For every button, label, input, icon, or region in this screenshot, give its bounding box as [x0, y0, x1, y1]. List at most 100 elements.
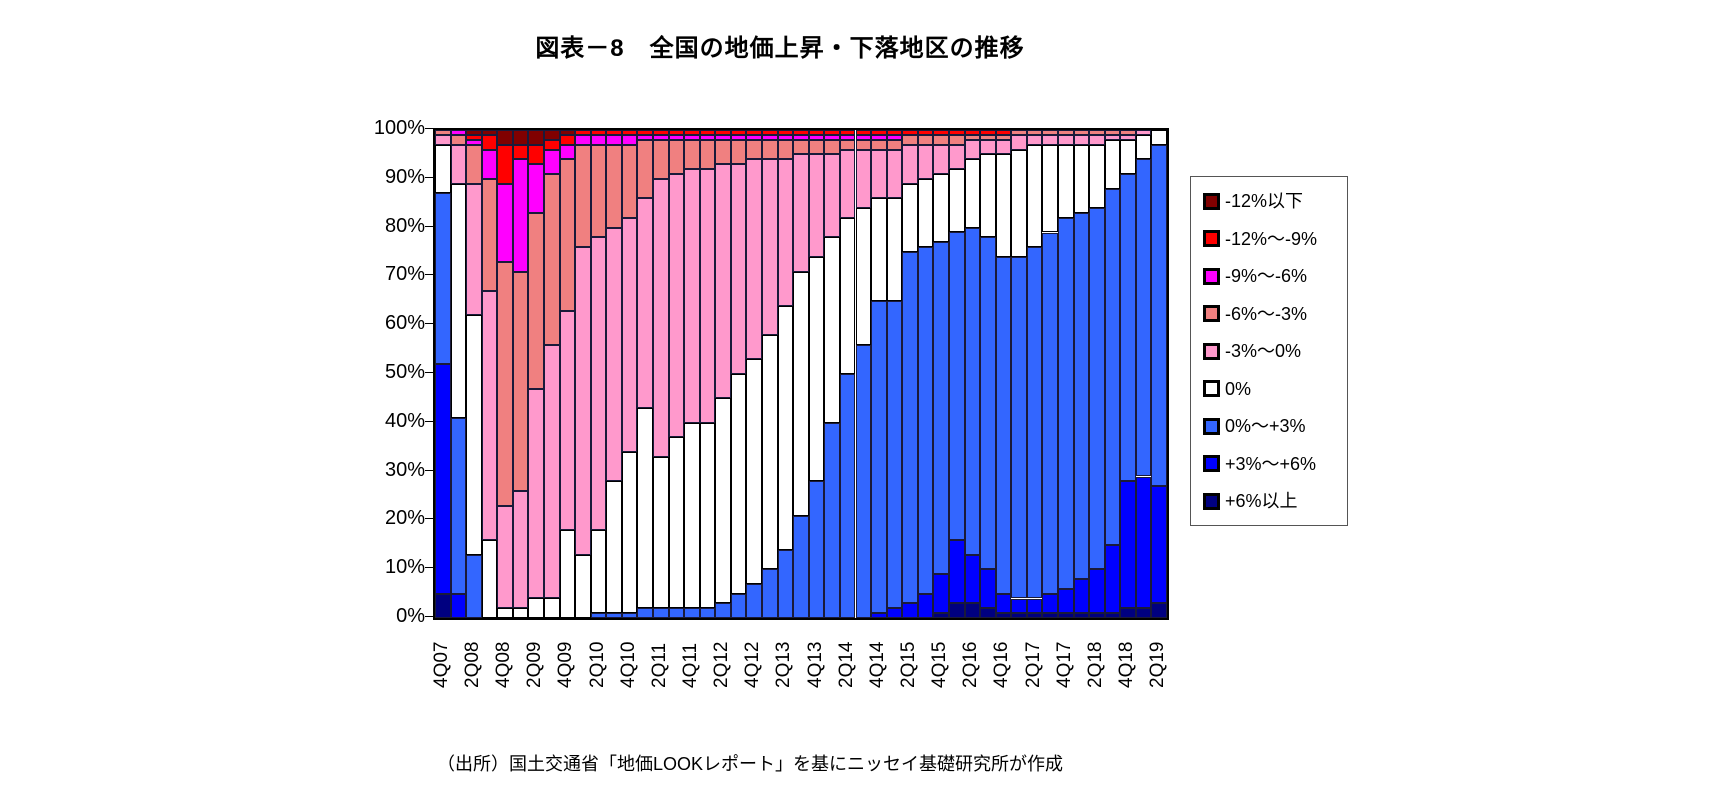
legend-item: 0%: [1203, 379, 1337, 399]
bar-segment: [762, 130, 778, 135]
y-tick-label: 80%: [384, 214, 425, 237]
bar-segment: [435, 364, 451, 594]
bar-segment: [902, 603, 918, 618]
bar-segment: [871, 134, 887, 140]
bar-segment: [481, 178, 498, 292]
bar-segment: [995, 134, 1012, 140]
legend-item: 0%～+3%: [1203, 416, 1337, 436]
bar-2Q14: [839, 130, 856, 618]
y-tick-label: 10%: [384, 556, 425, 579]
legend-item: -3%～0%: [1203, 341, 1337, 361]
legend-item: +6%以上: [1203, 491, 1337, 511]
bar-segment: [466, 134, 482, 140]
y-tick-mark: [425, 225, 433, 227]
bar-segment: [684, 134, 700, 140]
legend-swatch-icon: [1203, 192, 1220, 210]
bar-segment: [668, 173, 685, 438]
bar-segment: [871, 613, 887, 618]
legend-swatch-icon: [1203, 305, 1220, 322]
bar-segment: [1026, 247, 1043, 599]
x-tick-label: 2Q15: [898, 641, 920, 688]
bar-segment: [684, 169, 700, 423]
bar-segment: [871, 130, 887, 135]
bar-segment: [606, 481, 622, 614]
bar-segment: [1011, 149, 1027, 257]
bar-4Q10: [621, 130, 638, 618]
bar-4Q14: [871, 130, 887, 618]
bar-segment: [528, 144, 544, 165]
legend-swatch-icon: [1203, 492, 1220, 510]
bar-segment: [637, 130, 654, 135]
bar-4Q13: [808, 130, 825, 618]
bar-2Q15: [902, 130, 918, 618]
x-tick-label: 4Q08: [493, 641, 515, 688]
bar-segment: [668, 437, 685, 609]
y-tick-label: 20%: [384, 507, 425, 530]
y-tick-mark: [425, 469, 433, 471]
bar-segment: [964, 603, 981, 618]
bar-segment: [855, 139, 872, 150]
bar-segment: [715, 134, 731, 140]
y-tick-label: 40%: [384, 409, 425, 432]
bar-segment: [777, 139, 794, 160]
bar-segment: [528, 598, 544, 618]
bar-segment: [450, 130, 467, 135]
bar-segment: [466, 130, 482, 135]
bar-segment: [590, 144, 607, 238]
bar-segment: [917, 144, 934, 179]
x-tick-label: 2Q14: [835, 641, 857, 688]
bar-segment: [730, 139, 747, 165]
legend-item: +3%～+6%: [1203, 454, 1337, 474]
bar-segment: [559, 159, 576, 311]
legend-label: -3%～0%: [1225, 341, 1302, 361]
bar-segment: [528, 388, 544, 599]
bar-segment: [497, 144, 513, 184]
bar-1Q19: [1135, 130, 1152, 618]
bar-segment: [481, 149, 498, 179]
bar-segment: [980, 608, 996, 618]
bar-3Q08: [481, 130, 498, 618]
bar-segment: [590, 134, 607, 145]
bar-segment: [1011, 598, 1027, 614]
x-tick-label: 2Q17: [1022, 641, 1044, 688]
bar-segment: [995, 130, 1012, 135]
legend-label: -9%～-6%: [1225, 266, 1308, 286]
bar-2Q09: [528, 130, 544, 618]
bar-1Q17: [1011, 130, 1027, 618]
bar-segment: [637, 608, 654, 618]
bar-segment: [995, 154, 1012, 257]
bar-1Q18: [1073, 130, 1090, 618]
bar-segment: [590, 130, 607, 135]
bar-segment: [497, 261, 513, 506]
bar-segment: [933, 613, 949, 618]
bar-segment: [637, 134, 654, 140]
bar-segment: [886, 149, 903, 199]
bar-4Q18: [1120, 130, 1136, 618]
bar-1Q10: [575, 130, 591, 618]
bar-segment: [793, 130, 809, 135]
legend-label: 0%～+3%: [1225, 416, 1306, 436]
bar-segment: [886, 198, 903, 301]
bar-segment: [902, 144, 918, 184]
bar-segment: [871, 149, 887, 199]
bar-segment: [450, 134, 467, 145]
bar-segment: [466, 139, 482, 145]
bar-segment: [964, 227, 981, 555]
bar-segment: [964, 159, 981, 228]
bar-segment: [1089, 134, 1105, 145]
bar-segment: [575, 144, 591, 248]
bar-segment: [699, 130, 716, 135]
bar-segment: [544, 139, 560, 150]
bar-segment: [621, 130, 638, 135]
bar-segment: [1042, 232, 1058, 594]
bar-segment: [606, 144, 622, 228]
bar-segment: [528, 130, 544, 145]
bar-segment: [730, 374, 747, 594]
bar-segment: [435, 130, 451, 135]
x-tick-label: 4Q14: [866, 641, 888, 688]
bar-segment: [1057, 217, 1074, 589]
source-note: （出所）国土交通省「地価LOOKレポート」を基にニッセイ基礎研究所が作成: [437, 754, 1064, 774]
bar-segment: [948, 134, 965, 145]
bar-segment: [637, 198, 654, 409]
x-tick-label: 4Q07: [430, 641, 452, 688]
